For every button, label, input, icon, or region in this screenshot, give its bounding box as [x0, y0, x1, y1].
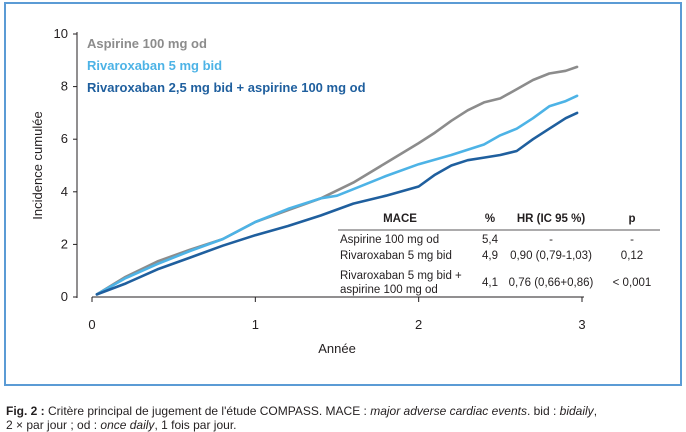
table-cell-p: < 0,001: [613, 277, 652, 289]
caption-fig-label: Fig. 2 :: [6, 404, 45, 418]
table-cell-pct: 4,1: [482, 277, 498, 289]
figure-frame: [4, 2, 682, 386]
series-line-2: [95, 94, 579, 296]
series-lines: [95, 65, 579, 296]
table-row-label: Rivaroxaban 5 mg bid +: [340, 270, 462, 282]
table-row-label: Aspirine 100 mg od: [340, 234, 439, 246]
y-tick-label: 6: [61, 131, 68, 146]
legend-label-3: Rivaroxaban 2,5 mg bid + aspirine 100 mg…: [87, 80, 366, 95]
mace-table: MACE% HR (IC 95 %) p Aspirine 100 mg od 5,4 -…: [338, 213, 660, 296]
y-tick-label: 0: [61, 289, 68, 304]
y-tick-label: 10: [54, 26, 68, 41]
table-row-label: Rivaroxaban 5 mg bid: [340, 250, 452, 262]
table-cell-hr: 0,90 (0,79-1,03): [510, 250, 592, 262]
table-header: p: [628, 213, 635, 225]
table-header: %: [485, 213, 495, 225]
y-tick-label: 2: [61, 236, 68, 251]
x-tick-label: 3: [578, 317, 585, 332]
table-cell-p: -: [630, 234, 634, 246]
table-header: HR (IC 95 %): [517, 213, 586, 225]
chart-axes: 0 2 4 6 8 10 0 1 2 3 Année Incidence cumulée: [30, 26, 586, 356]
caption-text-italic: bidaily: [559, 404, 594, 418]
figure-caption: Fig. 2 : Critère principal de jugement d…: [6, 404, 682, 432]
table-header: MACE: [383, 213, 417, 225]
x-tick-label: 2: [415, 317, 422, 332]
x-tick-label: 0: [88, 317, 95, 332]
y-axis-label: Incidence cumulée: [30, 111, 45, 219]
y-tick-label: 4: [61, 184, 68, 199]
table-cell-hr: -: [549, 234, 553, 246]
caption-text: 2 × par jour ; od :: [6, 418, 101, 432]
table-row-label: aspirine 100 mg od: [340, 284, 438, 296]
caption-text: , 1 fois par jour.: [154, 418, 237, 432]
table-cell-pct: 4,9: [482, 250, 498, 262]
cumulative-incidence-chart: 0 2 4 6 8 10 0 1 2 3 Année Incidence cumulée Aspiri…: [30, 26, 660, 356]
legend: Aspirine 100 mg od Rivaroxaban 5 mg bid Ri…: [87, 36, 366, 95]
x-axis-label: Année: [318, 341, 356, 356]
caption-text: Critère principal de jugement de l'étude…: [44, 404, 371, 418]
caption-text: . bid :: [526, 404, 560, 418]
series-line-3: [95, 111, 579, 296]
caption-text-italic: major adverse cardiac events: [370, 404, 527, 418]
y-tick-label: 8: [61, 79, 68, 94]
legend-label-2: Rivaroxaban 5 mg bid: [87, 58, 222, 73]
legend-label-1: Aspirine 100 mg od: [87, 36, 207, 51]
caption-text: ,: [593, 404, 598, 418]
caption-text-italic: once daily: [100, 418, 155, 432]
table-cell-hr: 0,76 (0,66+0,86): [509, 277, 594, 289]
table-cell-p: 0,12: [621, 250, 643, 262]
x-tick-label: 1: [252, 317, 259, 332]
table-cell-pct: 5,4: [482, 234, 499, 246]
